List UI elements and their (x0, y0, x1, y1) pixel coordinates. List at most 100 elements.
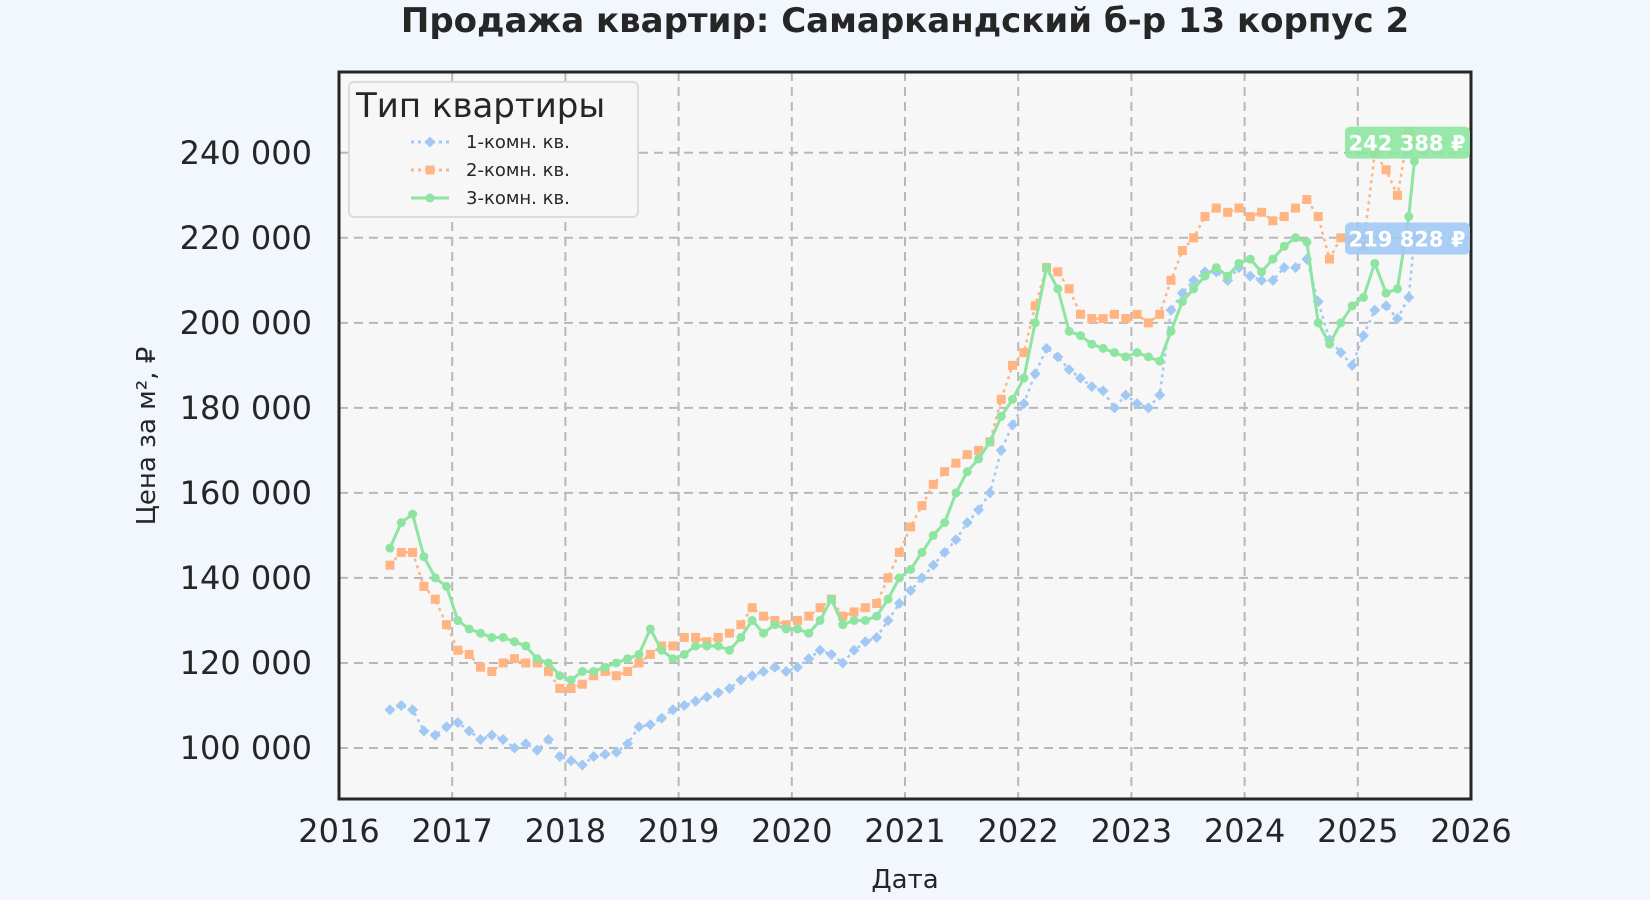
data-point (679, 649, 689, 659)
data-point (1108, 402, 1120, 414)
y-tick-label: 200 000 (180, 304, 312, 342)
data-point (758, 665, 769, 677)
data-point (893, 597, 905, 609)
data-point (1336, 233, 1346, 243)
data-point (882, 614, 894, 626)
data-point (1053, 284, 1063, 294)
data-point (1064, 284, 1074, 294)
data-point (759, 611, 768, 621)
x-tick-label: 2021 (864, 812, 945, 850)
data-point (645, 624, 655, 634)
data-point (554, 750, 566, 762)
data-point (1223, 271, 1233, 281)
data-point (486, 729, 498, 741)
data-point (1403, 291, 1415, 303)
plot-frame (337, 70, 1473, 801)
data-point (1177, 297, 1187, 307)
data-point (395, 699, 407, 711)
data-point (645, 649, 655, 659)
series-2 (385, 127, 1419, 693)
data-point (1211, 263, 1221, 273)
data-point (453, 645, 463, 655)
data-point (1380, 300, 1392, 312)
data-point (1256, 274, 1268, 286)
data-point (848, 644, 860, 656)
data-point (815, 603, 825, 613)
data-point (1335, 347, 1347, 359)
data-point (487, 666, 497, 676)
data-point (453, 615, 463, 625)
data-point (555, 683, 565, 693)
data-point (1121, 314, 1131, 324)
data-point (736, 620, 746, 630)
data-point (1132, 348, 1142, 358)
data-point (1245, 212, 1255, 222)
data-point (542, 733, 554, 745)
data-point (1290, 262, 1302, 274)
data-point (928, 530, 938, 540)
data-point (950, 534, 962, 546)
data-point (1325, 254, 1334, 264)
end-label-text: 219 828 ₽ (1349, 228, 1466, 252)
x-tick-label: 2023 (1091, 812, 1172, 850)
data-point (1154, 389, 1166, 401)
data-point (1291, 233, 1301, 243)
data-point (1121, 352, 1131, 362)
data-point (1200, 271, 1210, 281)
x-axis-label: Дата (871, 865, 938, 895)
data-point (408, 547, 418, 557)
end-label-badge (1345, 222, 1470, 255)
x-tick-label: 2018 (525, 812, 606, 850)
data-point (1357, 330, 1369, 342)
data-point (668, 641, 678, 651)
data-point (838, 620, 848, 630)
legend-label: 2-комн. кв. (466, 160, 570, 181)
data-point (1029, 368, 1041, 380)
data-point (1098, 343, 1108, 353)
data-point (1008, 360, 1018, 370)
data-point (759, 628, 768, 638)
data-point (1143, 318, 1153, 328)
y-axis: 100 000 120 000 140 000 160 000 180 000 200 0… (180, 134, 312, 767)
x-tick-label: 2026 (1430, 812, 1511, 850)
data-point (1245, 254, 1255, 264)
data-point (780, 665, 792, 677)
data-point (1018, 398, 1030, 410)
data-point (859, 636, 871, 648)
data-point (951, 458, 961, 468)
data-point (588, 750, 600, 762)
data-point (1188, 274, 1200, 286)
data-point (962, 467, 972, 477)
data-point (1166, 275, 1176, 285)
legend-title: Тип квартиры (355, 86, 605, 126)
data-point (985, 437, 995, 447)
data-point (973, 504, 985, 516)
data-point (1302, 237, 1312, 247)
data-point (1392, 190, 1402, 200)
end-label-text: 242 388 ₽ (1349, 132, 1466, 156)
data-point (599, 748, 611, 760)
data-point (894, 573, 904, 583)
data-point (1131, 398, 1143, 410)
data-point (657, 645, 667, 655)
data-point (407, 704, 419, 716)
data-point (419, 552, 429, 562)
data-point (1109, 309, 1119, 319)
data-point (577, 679, 587, 689)
data-point (611, 671, 621, 681)
data-point (747, 603, 757, 613)
data-point (906, 564, 916, 574)
data-point (713, 632, 723, 642)
data-point (1302, 195, 1312, 205)
data-point (1279, 212, 1289, 222)
data-point (883, 594, 893, 604)
data-point (928, 479, 938, 489)
legend-swatch-marker (424, 136, 436, 148)
series-line (389, 238, 1416, 767)
data-point (430, 573, 440, 583)
data-point (566, 683, 576, 693)
data-point (1189, 284, 1199, 294)
data-point (634, 649, 644, 659)
data-point (385, 543, 395, 553)
